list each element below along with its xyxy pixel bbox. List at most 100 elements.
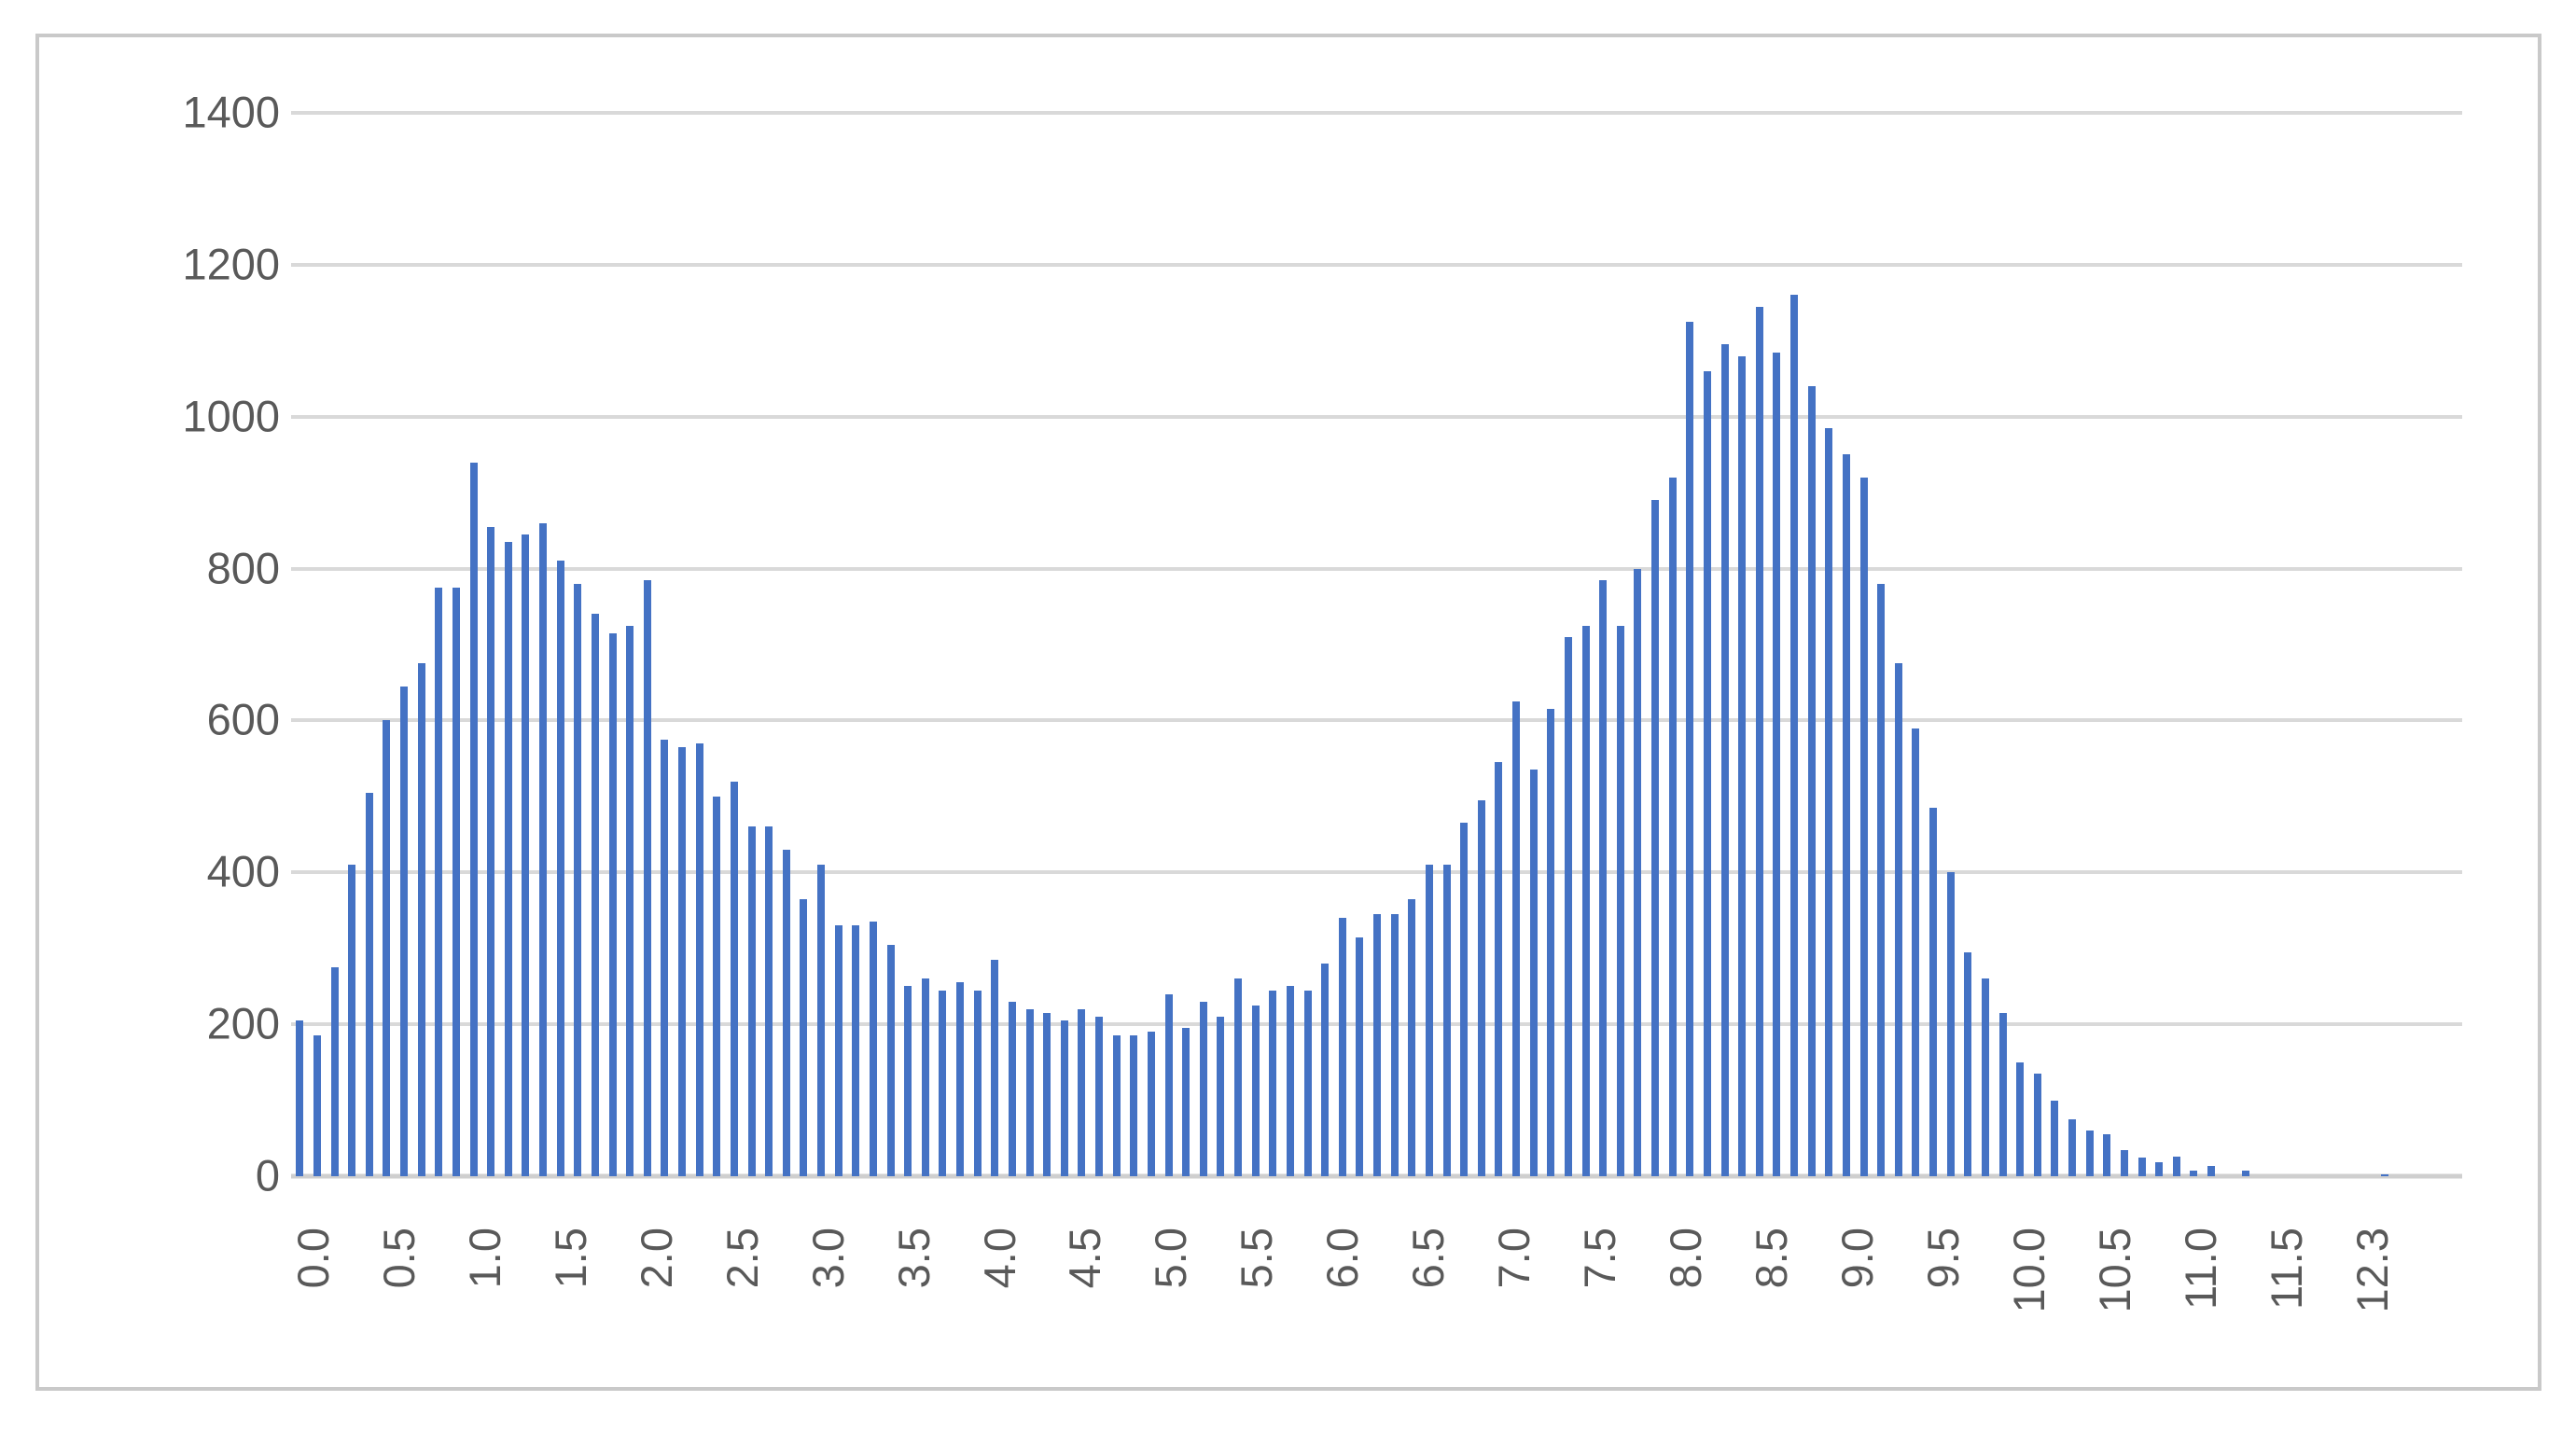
x-tick-slot	[1985, 1228, 1996, 1392]
bar-slot-7.4	[1577, 113, 1594, 1176]
bar-slot-10.1	[2046, 113, 2064, 1176]
bar-slot-1.1	[482, 113, 500, 1176]
bar-10.5	[2120, 1149, 2128, 1176]
x-tick-slot	[1728, 1228, 1738, 1392]
bar-slot-1.5	[551, 113, 569, 1176]
bar-slot-10.4	[2098, 113, 2116, 1176]
x-tick-slot	[774, 1228, 785, 1392]
bar-slot-11.5	[2290, 113, 2307, 1176]
bar-6.1	[1356, 936, 1364, 1176]
bar-0.4	[365, 792, 373, 1176]
bar-9.2	[1894, 663, 1902, 1176]
bar-10.6	[2137, 1157, 2146, 1176]
bar-slot-8.4	[1751, 113, 1769, 1176]
bar-slot-4.4	[1056, 113, 1074, 1176]
x-tick-slot: 9.0	[1832, 1228, 1882, 1392]
bar-8.1	[1703, 370, 1711, 1176]
bar-10.2	[2068, 1118, 2077, 1176]
x-tick-slot	[1643, 1228, 1653, 1392]
bar-slot-9.7	[1977, 113, 1995, 1176]
x-tick-label: 10.0	[2003, 1228, 2054, 1313]
bar-9.1	[1877, 583, 1886, 1176]
bar-0.5	[383, 720, 391, 1176]
x-tick-slot	[956, 1228, 967, 1392]
bar-5.8	[1303, 990, 1312, 1176]
bar-1.8	[608, 632, 617, 1176]
bar-slot-6.2	[1369, 113, 1386, 1176]
x-tick-slot: 3.5	[889, 1228, 939, 1392]
bar-slot-11.4	[2272, 113, 2290, 1176]
x-tick-label: 5.5	[1232, 1228, 1282, 1289]
bar-3.4	[886, 944, 895, 1176]
x-tick-slot: 1.5	[545, 1228, 595, 1392]
bar-slot-3.5	[899, 113, 917, 1176]
bar-slot-4.5	[1073, 113, 1091, 1176]
bar-slot-9.0	[1855, 113, 1873, 1176]
x-tick-label: 1.5	[545, 1228, 595, 1289]
bar-slot-10.2	[2064, 113, 2082, 1176]
bar-6.3	[1390, 914, 1399, 1176]
bar-slot-9.3	[1907, 113, 1925, 1176]
x-tick-label: 4.5	[1060, 1228, 1110, 1289]
bar-slot-3.4	[882, 113, 899, 1176]
x-tick-label: 3.0	[802, 1228, 853, 1289]
bar-1.5	[556, 561, 564, 1176]
x-tick-slot: 7.5	[1575, 1228, 1625, 1392]
x-tick-label: 7.5	[1575, 1228, 1625, 1289]
bar-7.3	[1564, 636, 1572, 1176]
bar-8.5	[1773, 352, 1781, 1176]
bar-1.3	[522, 534, 530, 1176]
bar-7.7	[1634, 568, 1642, 1176]
bar-3.6	[921, 978, 929, 1176]
bar-slot-9.4	[1925, 113, 1942, 1176]
x-tick-slot	[1118, 1228, 1128, 1392]
plot-area	[291, 111, 2462, 1179]
bar-10.0	[2033, 1074, 2041, 1176]
x-tick-slot	[1814, 1228, 1824, 1392]
bar-8.0	[1686, 321, 1694, 1176]
bar-4.9	[1147, 1032, 1155, 1176]
x-tick-slot	[699, 1228, 709, 1392]
x-tick-slot	[613, 1228, 623, 1392]
bar-7.8	[1651, 500, 1660, 1176]
bar-slot-0.0	[291, 113, 309, 1176]
x-tick-slot	[527, 1228, 537, 1392]
bar-slot-10.6	[2133, 113, 2151, 1176]
bar-slot-5.4	[1230, 113, 1247, 1176]
bar-slot-3.1	[829, 113, 847, 1176]
bar-slot-4.6	[1091, 113, 1108, 1176]
x-tick-slot: 4.0	[975, 1228, 1024, 1392]
x-tick-slot: 11.0	[2176, 1228, 2225, 1392]
bar-4.2	[1025, 1008, 1034, 1176]
x-tick-slot	[2147, 1228, 2157, 1392]
y-tick-label: 800	[206, 542, 280, 592]
x-tick-slot	[1374, 1228, 1385, 1392]
gridline-600	[291, 718, 2462, 723]
bar-7.9	[1668, 477, 1677, 1176]
bar-4.6	[1095, 1017, 1104, 1176]
x-tick-slot: 5.0	[1146, 1228, 1196, 1392]
x-tick-label: 5.0	[1146, 1228, 1196, 1289]
bar-slot-3.6	[917, 113, 935, 1176]
bar-slot-2.0	[639, 113, 657, 1176]
x-tick-slot: 12.3	[2346, 1228, 2397, 1392]
x-tick-slot: 3.0	[802, 1228, 853, 1392]
bar-slot-6.8	[1473, 113, 1491, 1176]
x-tick-label: 12.3	[2346, 1228, 2397, 1313]
bar-slot-11.3	[2255, 113, 2273, 1176]
x-tick-label: 0.0	[288, 1228, 338, 1289]
bar-2.0	[643, 579, 651, 1176]
bar-slot-7.3	[1560, 113, 1578, 1176]
bar-slot-0.1	[309, 113, 327, 1176]
bar-9.8	[1998, 1012, 2007, 1176]
x-tick-slot: 10.5	[2090, 1228, 2139, 1392]
x-tick-slot: 5.5	[1232, 1228, 1282, 1392]
x-tick-slot	[355, 1228, 366, 1392]
bar-slot-8.2	[1716, 113, 1734, 1176]
bar-slot-1.4	[535, 113, 552, 1176]
y-tick-label: 0	[255, 1150, 280, 1200]
bar-3.1	[834, 925, 842, 1176]
bar-5.6	[1269, 990, 1277, 1176]
bar-slot-7.2	[1542, 113, 1560, 1176]
bar-6.8	[1477, 799, 1485, 1176]
